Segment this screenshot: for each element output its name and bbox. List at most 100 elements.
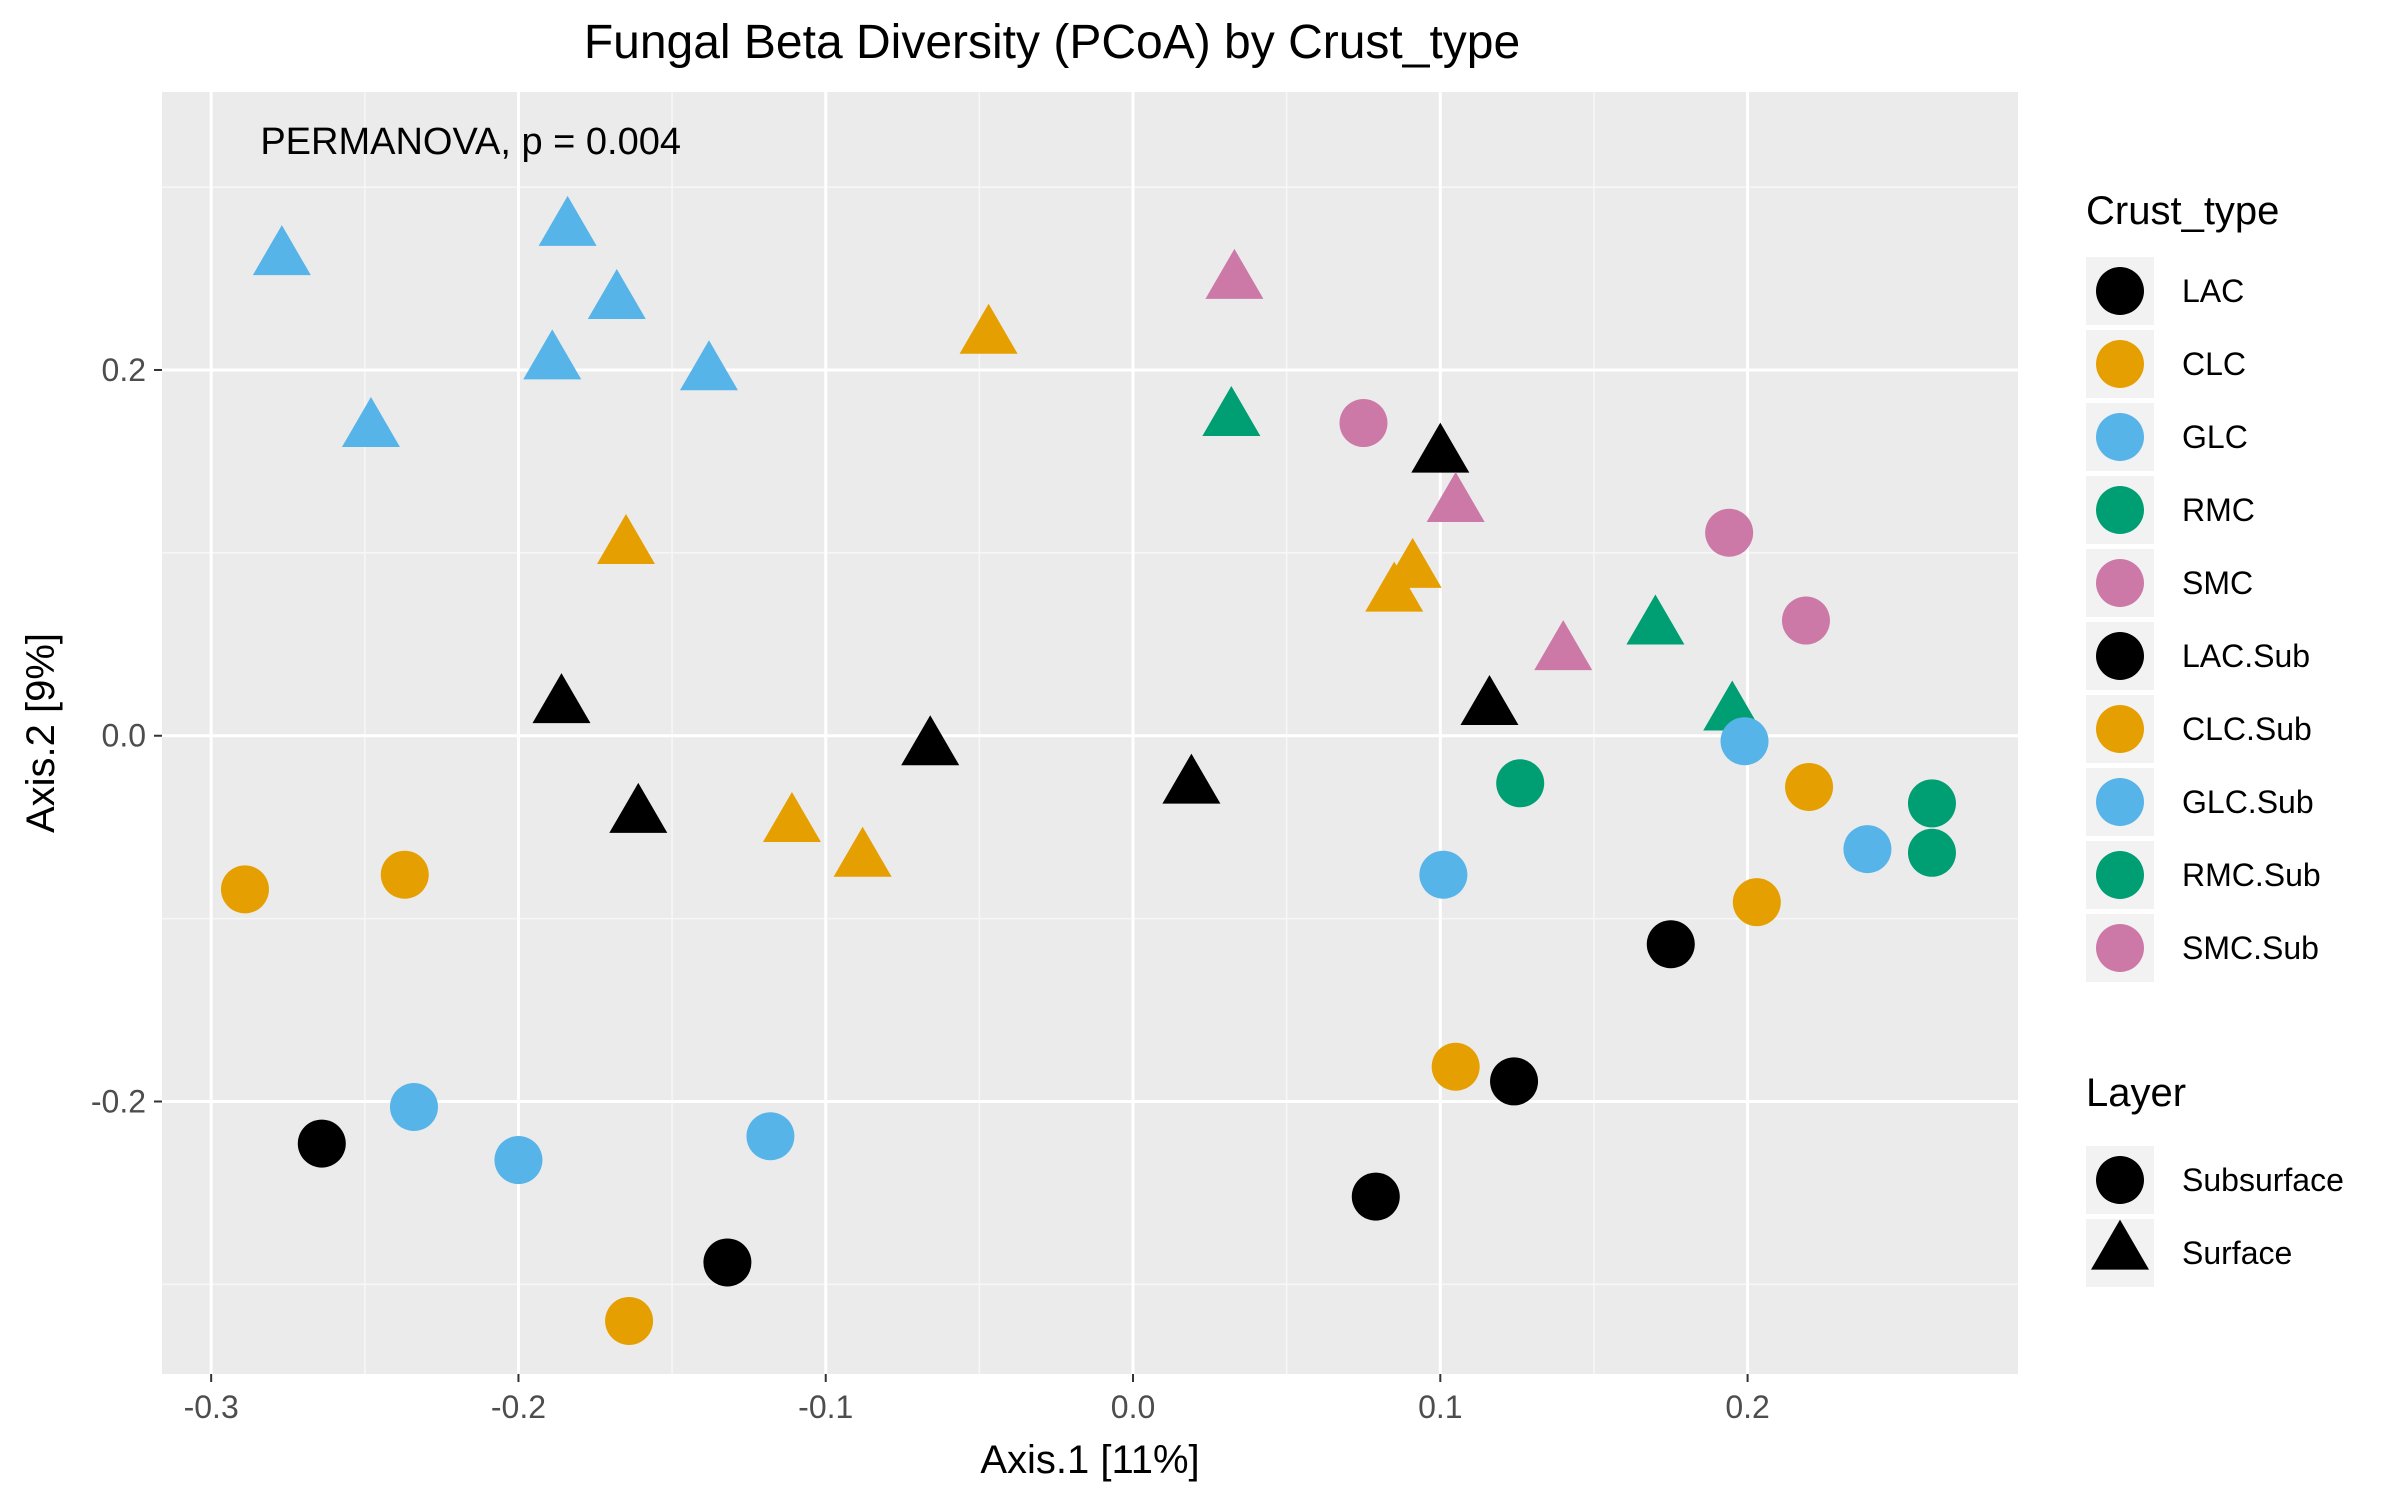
point-lac-sub: [297, 1119, 346, 1168]
legend-label: SMC: [2182, 565, 2253, 601]
legend-swatch: [2096, 486, 2144, 534]
point-lac-sub: [703, 1238, 752, 1287]
legend-crust-title: Crust_type: [2086, 189, 2279, 233]
legend-crust-type: Crust_type LAC CLC GLC RMC SMC LAC.Sub CLC.Sub…: [2086, 189, 2321, 982]
point-rmc-sub: [1907, 828, 1956, 877]
legend-item-clc: CLC: [2086, 330, 2246, 398]
y-tick-label: 0.2: [102, 352, 146, 388]
point-rmc: [1626, 594, 1685, 645]
y-axis-ticks: -0.2 0.0 0.2: [91, 352, 162, 1120]
legend-label: CLC.Sub: [2182, 711, 2312, 747]
point-glc: [538, 195, 597, 246]
point-glc: [679, 340, 738, 391]
series-smc: [1205, 248, 1593, 671]
legend-swatch: [2096, 632, 2144, 680]
point-lac: [901, 715, 960, 766]
point-glc: [523, 329, 582, 380]
series-clc: [597, 303, 1442, 877]
y-axis-title: Axis.2 [9%]: [19, 633, 63, 833]
legend-swatch: [2096, 413, 2144, 461]
x-tick-label: -0.2: [491, 1389, 546, 1425]
point-smc: [1205, 248, 1264, 299]
legend-label: Subsurface: [2182, 1162, 2344, 1198]
point-glc-sub: [1720, 717, 1769, 766]
grid-minor: [162, 92, 2018, 1374]
point-glc: [252, 225, 311, 276]
legend-label: GLC: [2182, 419, 2248, 455]
point-clc-sub: [605, 1296, 654, 1345]
point-lac-sub: [1646, 920, 1695, 969]
point-rmc-sub: [1496, 759, 1545, 808]
point-smc-sub: [1705, 508, 1754, 557]
legend-label: GLC.Sub: [2182, 784, 2314, 820]
legend-item-lac: LAC: [2086, 257, 2244, 325]
legend-item-rmc-sub: RMC.Sub: [2086, 841, 2321, 909]
legend-swatch: [2096, 267, 2144, 315]
legend-item-rmc: RMC: [2086, 476, 2255, 544]
point-lac: [1411, 422, 1470, 473]
legend-swatch: [2096, 778, 2144, 826]
legend-label: CLC: [2182, 346, 2246, 382]
point-clc-sub: [220, 865, 269, 914]
legend-label: RMC.Sub: [2182, 857, 2321, 893]
series-lac-sub: [297, 920, 1695, 1287]
point-smc: [1426, 471, 1485, 522]
legend-swatch: [2096, 851, 2144, 899]
point-clc-sub: [1785, 762, 1834, 811]
point-glc-sub: [1419, 850, 1468, 899]
legend-label: SMC.Sub: [2182, 930, 2319, 966]
y-tick-label: -0.2: [91, 1084, 146, 1120]
series-rmc-sub: [1496, 759, 1956, 877]
x-axis-title: Axis.1 [11%]: [980, 1438, 1199, 1482]
point-glc-sub: [389, 1082, 438, 1131]
x-tick-label: 0.0: [1111, 1389, 1155, 1425]
legend-label: LAC: [2182, 273, 2244, 309]
legend-item-lac-sub: LAC.Sub: [2086, 622, 2310, 690]
legend-swatch: [2096, 924, 2144, 972]
point-clc-sub: [1732, 878, 1781, 927]
legend-swatch: [2096, 340, 2144, 388]
legend-label: RMC: [2182, 492, 2255, 528]
x-axis-ticks: -0.3 -0.2 -0.1 0.0 0.1 0.2: [184, 1374, 1770, 1425]
series-smc-sub: [1339, 399, 1830, 645]
legend-layer: Layer Subsurface Surface: [2086, 1071, 2344, 1287]
legend-swatch: [2096, 559, 2144, 607]
point-smc-sub: [1781, 596, 1830, 645]
legend-swatch-triangle: [2091, 1219, 2149, 1270]
point-smc-sub: [1339, 399, 1388, 448]
legend-item-smc-sub: SMC.Sub: [2086, 914, 2319, 982]
legend-item-surface: Surface: [2086, 1219, 2292, 1287]
x-tick-label: 0.1: [1418, 1389, 1462, 1425]
point-glc: [587, 268, 646, 319]
legend-item-clc-sub: CLC.Sub: [2086, 695, 2312, 763]
point-lac: [1460, 674, 1519, 725]
point-rmc: [1202, 386, 1261, 437]
point-clc-sub: [380, 850, 429, 899]
point-lac-sub: [1351, 1172, 1400, 1221]
point-lac: [1162, 753, 1221, 804]
point-glc: [341, 396, 400, 447]
series-glc-sub: [389, 717, 1892, 1185]
x-tick-label: -0.3: [184, 1389, 239, 1425]
x-tick-label: 0.2: [1725, 1389, 1769, 1425]
legend-item-glc-sub: GLC.Sub: [2086, 768, 2314, 836]
legend-swatch-circle: [2096, 1156, 2144, 1204]
legend-item-smc: SMC: [2086, 549, 2253, 617]
permanova-annotation: PERMANOVA, p = 0.004: [260, 121, 681, 163]
point-rmc-sub: [1907, 779, 1956, 828]
legend-layer-title: Layer: [2086, 1071, 2186, 1115]
point-glc-sub: [746, 1112, 795, 1161]
point-clc: [959, 303, 1018, 354]
series-lac: [532, 422, 1519, 833]
point-smc: [1534, 620, 1593, 671]
series-glc: [252, 195, 738, 447]
y-tick-label: 0.0: [102, 718, 146, 754]
legend-swatch: [2096, 705, 2144, 753]
point-glc-sub: [494, 1136, 543, 1185]
point-clc-sub: [1431, 1042, 1480, 1091]
legend-item-glc: GLC: [2086, 403, 2248, 471]
series-clc-sub: [220, 762, 1834, 1345]
x-tick-label: -0.1: [798, 1389, 853, 1425]
point-clc: [762, 792, 821, 843]
